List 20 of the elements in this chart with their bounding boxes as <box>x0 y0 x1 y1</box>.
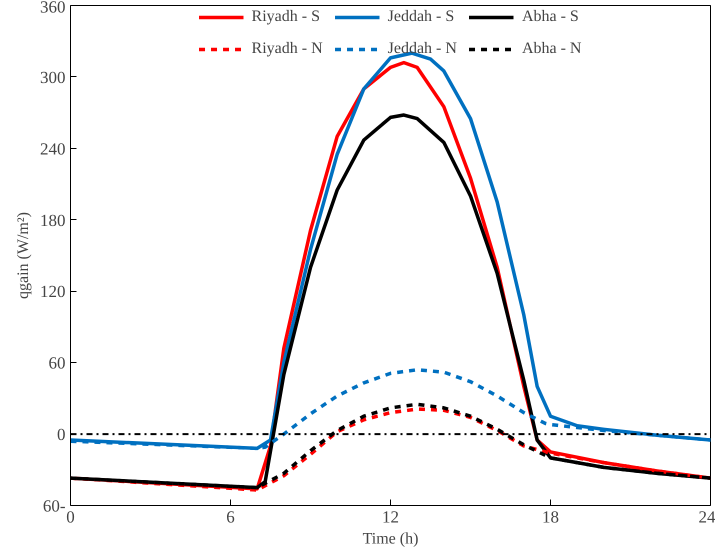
y-tick-label: 60 <box>48 354 66 373</box>
legend-label: Riyadh - N <box>252 40 323 58</box>
legend-label: Jeddah - N <box>388 40 457 58</box>
y-tick-label: 180 <box>40 210 66 230</box>
x-tick-label: 18 <box>542 508 559 526</box>
x-tick-label: 6 <box>226 508 235 526</box>
x-tick-label: 12 <box>382 508 399 526</box>
y-tick-label: 240 <box>40 139 66 158</box>
y-tick-label: 120 <box>40 282 66 302</box>
y-tick-label: 60- <box>42 496 66 516</box>
x-tick-label: 24 <box>698 508 716 526</box>
legend-label: Abha - S <box>522 8 579 26</box>
y-tick-label: 360 <box>40 0 66 16</box>
y-tick-label: 0 <box>57 425 66 444</box>
legend-label: Riyadh - S <box>252 8 320 26</box>
y-tick-label: 300 <box>40 68 66 87</box>
legend-label: Abha - N <box>522 40 582 58</box>
x-axis-title: Time (h) <box>362 530 418 548</box>
y-axis-title: qgain (W/m²) <box>15 212 32 299</box>
legend-label: Jeddah - S <box>388 8 454 26</box>
